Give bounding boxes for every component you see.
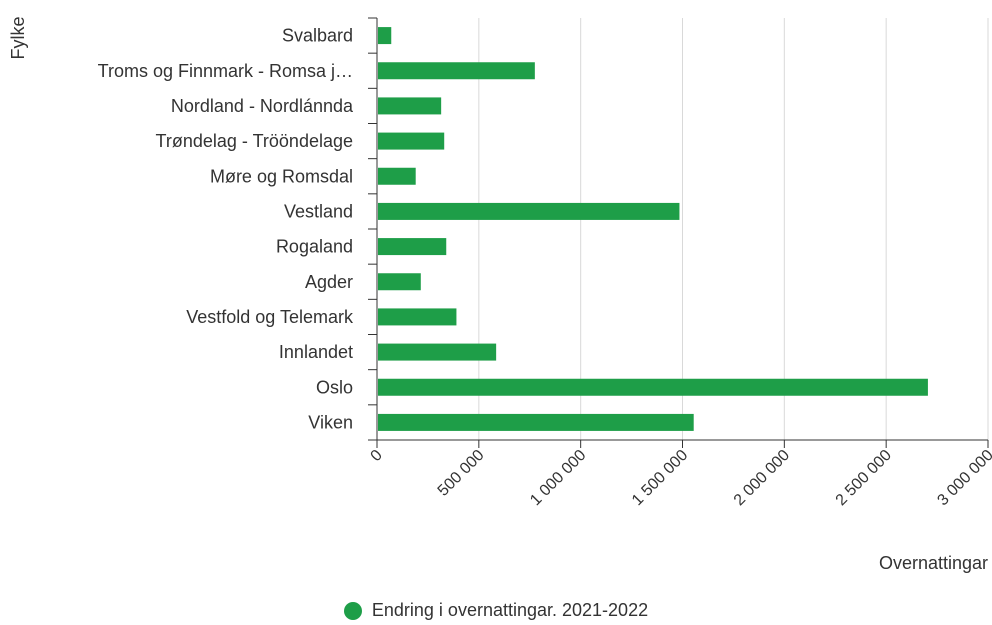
category-labels: Svalbard Troms og Finnmark - Romsa j… Nord…: [98, 26, 354, 433]
category-label: Nordland - Nordlánnda: [171, 96, 354, 116]
bar[interactable]: [378, 202, 680, 220]
category-label: Rogaland: [276, 237, 353, 257]
x-tick-label: 2 500 000: [833, 447, 895, 509]
category-label: Møre og Romsdal: [210, 166, 353, 186]
gridlines: [376, 18, 989, 448]
category-label: Trøndelag - Trööndelage: [156, 131, 353, 151]
x-tick-label: 0: [368, 447, 386, 465]
bar[interactable]: [378, 378, 928, 396]
legend-marker: [343, 601, 362, 620]
category-label: Svalbard: [282, 26, 353, 46]
bar[interactable]: [378, 273, 421, 291]
x-tick-label: 2 000 000: [731, 447, 793, 509]
bar[interactable]: [378, 308, 457, 326]
axes: [368, 17, 988, 441]
category-label: Agder: [305, 272, 353, 292]
bar[interactable]: [378, 62, 535, 80]
category-label: Vestland: [284, 201, 353, 221]
bar[interactable]: [378, 27, 392, 45]
bars: [378, 27, 928, 431]
category-label: Viken: [308, 412, 353, 432]
x-tick-label: 500 000: [435, 447, 488, 500]
x-tick-labels: 0 500 000 1 000 000 1 500 000 2 000 000 2 500…: [368, 447, 992, 509]
legend-item[interactable]: Endring i overnattingar. 2021-2022: [343, 600, 649, 621]
legend[interactable]: Endring i overnattingar. 2021-2022: [0, 600, 992, 625]
category-label: Innlandet: [279, 342, 353, 362]
bar[interactable]: [378, 97, 442, 115]
category-label: Troms og Finnmark - Romsa j…: [98, 61, 353, 81]
bar[interactable]: [378, 413, 694, 431]
x-axis-title: Overnattingar: [879, 553, 988, 573]
bar[interactable]: [378, 167, 416, 185]
category-label: Oslo: [316, 377, 353, 397]
bar[interactable]: [378, 343, 497, 361]
bar[interactable]: [378, 132, 445, 150]
legend-label: Endring i overnattingar. 2021-2022: [371, 600, 649, 620]
bar[interactable]: [378, 238, 447, 256]
x-tick-label: 1 500 000: [629, 447, 691, 509]
x-tick-label: 3 000 000: [934, 447, 992, 509]
category-label: Vestfold og Telemark: [186, 307, 354, 327]
x-tick-label: 1 000 000: [527, 447, 589, 509]
y-axis-title: Fylke: [8, 16, 28, 59]
